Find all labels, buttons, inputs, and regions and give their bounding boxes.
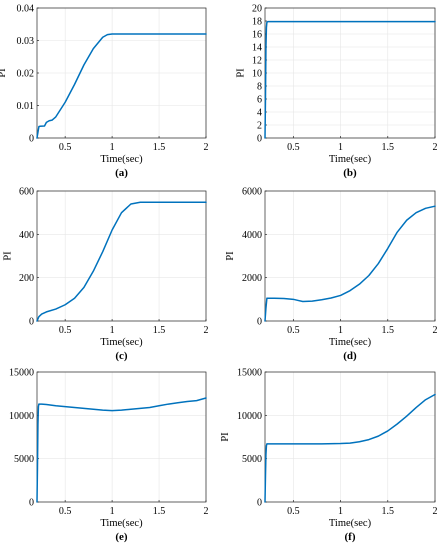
panel-caption: (c) — [115, 350, 128, 362]
y-axis-label: PI — [236, 68, 247, 78]
y-tick-label: 0 — [29, 134, 34, 145]
y-tick-label: 14 — [252, 43, 262, 54]
panel-caption: (e) — [115, 531, 128, 543]
y-axis-label: PI — [2, 251, 13, 261]
x-tick-label: 1.5 — [382, 142, 395, 153]
x-axis-label: Time(sec) — [329, 337, 372, 348]
y-tick-label: 15000 — [9, 368, 34, 379]
x-axis-label: Time(sec) — [100, 154, 143, 165]
x-tick-label: 2 — [204, 325, 209, 336]
x-tick-label: 0.5 — [59, 142, 72, 153]
chart-panel-d: 0.5 1 1.5 2 0 2000 4000 6000 Time(sec) PI (d) — [225, 187, 437, 363]
y-tick-label: 20 — [252, 4, 262, 15]
y-axis-label: PI — [0, 68, 8, 78]
y-tick-label: 10000 — [237, 411, 262, 422]
plot-frame — [36, 190, 207, 322]
y-tick-label: 18 — [252, 17, 262, 28]
x-axis-label: Time(sec) — [329, 518, 372, 529]
plot-frame — [264, 190, 436, 322]
x-tick-label: 1.5 — [153, 506, 166, 517]
x-tick-label: 0.5 — [287, 506, 300, 517]
x-tick-label: 2 — [433, 142, 438, 153]
y-tick-label: 4 — [257, 108, 262, 119]
y-axis-label: PI — [220, 432, 231, 442]
panel-caption: (d) — [343, 350, 357, 362]
y-axis-label: PI — [0, 432, 3, 442]
chart-panel-f: 0.5 1 1.5 2 0 5000 10000 15000 Time(sec) PI (f) — [220, 368, 438, 544]
x-tick-label: 1 — [338, 506, 343, 517]
series-line — [264, 205, 436, 322]
y-tick-label: 4000 — [242, 230, 262, 241]
series-line — [264, 393, 436, 503]
y-tick-label: 8 — [257, 82, 262, 93]
y-tick-label: 12 — [252, 56, 262, 67]
x-tick-label: 1.5 — [382, 506, 395, 517]
y-tick-label: 0 — [29, 317, 34, 328]
x-tick-label: 0.5 — [59, 506, 72, 517]
y-tick-label: 0 — [29, 498, 34, 509]
y-tick-label: 0 — [257, 317, 262, 328]
y-tick-label: 200 — [19, 273, 34, 284]
chart-panel-e: 0.5 1 1.5 2 0 5000 10000 15000 Time(sec) PI (e) — [0, 368, 209, 544]
y-tick-label: 5000 — [14, 454, 34, 465]
x-axis-label: Time(sec) — [100, 337, 143, 348]
chart-panel-a: 0.5 1 1.5 2 0 0.01 0.02 0.03 0.04 Time(sec) PI (a) — [0, 4, 209, 180]
y-tick-label: 0 — [257, 134, 262, 145]
y-tick-label: 10 — [252, 69, 262, 80]
y-tick-label: 6 — [257, 95, 262, 106]
x-tick-label: 1 — [338, 325, 343, 336]
plot-frame — [264, 371, 436, 503]
x-tick-label: 0.5 — [59, 325, 72, 336]
panel-caption: (b) — [343, 167, 357, 179]
y-tick-label: 600 — [19, 187, 34, 198]
x-tick-label: 1 — [110, 506, 115, 517]
y-tick-label: 10000 — [9, 411, 34, 422]
x-axis-label: Time(sec) — [329, 154, 372, 165]
x-tick-label: 2 — [204, 142, 209, 153]
panel-caption: (a) — [115, 167, 128, 179]
series-line — [36, 201, 207, 322]
y-tick-label: 0.03 — [17, 36, 35, 47]
x-tick-label: 2 — [433, 325, 438, 336]
plot-frame — [36, 371, 207, 503]
x-tick-label: 0.5 — [287, 142, 300, 153]
x-tick-label: 1.5 — [153, 325, 166, 336]
chart-panel-c: 0.5 1 1.5 2 0 200 400 600 Time(sec) PI (c) — [2, 187, 208, 363]
x-axis-label: Time(sec) — [100, 518, 143, 529]
y-tick-label: 2 — [257, 121, 262, 132]
series-line — [264, 20, 436, 139]
y-tick-label: 0.01 — [17, 101, 35, 112]
x-tick-label: 1.5 — [382, 325, 395, 336]
y-tick-label: 15000 — [237, 368, 262, 379]
y-tick-label: 16 — [252, 30, 262, 41]
y-tick-label: 400 — [19, 230, 34, 241]
x-tick-label: 2 — [204, 506, 209, 517]
x-tick-label: 1.5 — [153, 142, 166, 153]
x-tick-label: 1 — [110, 325, 115, 336]
series-line — [36, 397, 207, 503]
x-tick-label: 1 — [338, 142, 343, 153]
y-tick-label: 0 — [257, 498, 262, 509]
x-tick-label: 1 — [110, 142, 115, 153]
series-line — [36, 33, 207, 139]
x-tick-label: 2 — [433, 506, 438, 517]
x-tick-label: 0.5 — [287, 325, 300, 336]
y-tick-label: 0.04 — [17, 4, 35, 15]
panel-caption: (f) — [345, 531, 356, 543]
y-tick-label: 5000 — [242, 454, 262, 465]
y-tick-label: 0.02 — [17, 69, 35, 80]
y-axis-label: PI — [225, 251, 236, 261]
y-tick-label: 6000 — [242, 187, 262, 198]
y-tick-label: 2000 — [242, 273, 262, 284]
